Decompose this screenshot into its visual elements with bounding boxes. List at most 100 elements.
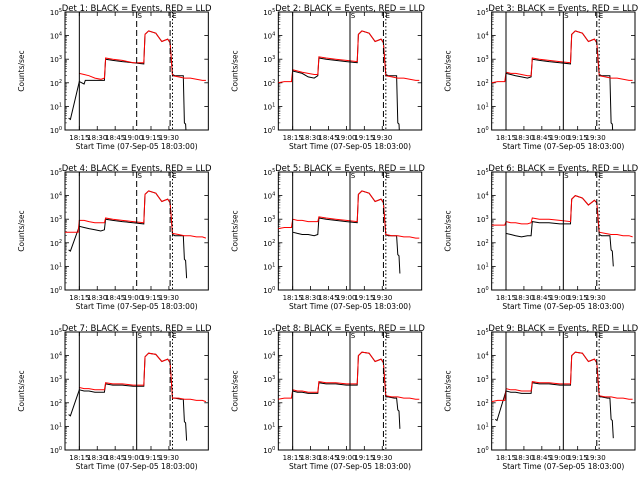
y-tick-label: 104 (477, 32, 489, 41)
x-axis-label: Start Time (07-Sep-05 18:03:00) (289, 462, 411, 471)
y-tick-label: 103 (477, 375, 489, 384)
x-tick-label: 19:15 (354, 454, 374, 462)
y-tick-label: 103 (50, 55, 62, 64)
x-tick-label: 18:30 (514, 134, 534, 142)
y-tick-label: 103 (50, 375, 62, 384)
x-axis-label: Start Time (07-Sep-05 18:03:00) (502, 302, 624, 311)
y-tick-label: 100 (477, 286, 489, 295)
x-tick-label: 18:30 (300, 454, 320, 462)
x-tick-label: 19:00 (550, 454, 570, 462)
y-tick-label: 101 (50, 422, 62, 431)
y-tick-label: 104 (263, 352, 275, 361)
chart-title: Det 8: BLACK = Events, RED = LLD (275, 324, 425, 334)
y-axis-label: Counts/sec (17, 370, 26, 411)
x-tick-label: 18:15 (69, 294, 89, 302)
x-tick-label: 18:15 (496, 294, 516, 302)
x-tick-label: 18:30 (87, 454, 107, 462)
y-axis-label: Counts/sec (17, 50, 26, 91)
x-tick-label: 19:30 (372, 454, 392, 462)
x-tick-label: 19:15 (568, 454, 588, 462)
interval-mark-label: E (172, 332, 176, 340)
lld-series-line (491, 351, 633, 403)
y-tick-label: 100 (50, 126, 62, 135)
x-tick-label: 18:45 (318, 294, 338, 302)
y-tick-label: 101 (50, 262, 62, 271)
x-tick-label: 19:00 (123, 294, 143, 302)
lld-series-line (79, 352, 207, 403)
x-tick-label: 18:15 (283, 454, 303, 462)
chart-title: Det 2: BLACK = Events, RED = LLD (275, 4, 425, 14)
x-tick-label: 19:30 (372, 294, 392, 302)
interval-mark-label: E (385, 172, 389, 180)
interval-mark-label: S (564, 12, 569, 20)
events-series-line (495, 351, 614, 439)
chart-title: Det 9: BLACK = Events, RED = LLD (488, 324, 638, 334)
y-tick-label: 100 (50, 286, 62, 295)
x-tick-label: 18:15 (283, 294, 303, 302)
y-tick-label: 105 (263, 8, 275, 17)
y-axis-label: Counts/sec (17, 210, 26, 251)
x-tick-label: 19:15 (568, 294, 588, 302)
y-tick-label: 105 (50, 168, 62, 177)
x-tick-label: 18:30 (514, 294, 534, 302)
x-tick-label: 19:15 (354, 134, 374, 142)
x-axis-label: Start Time (07-Sep-05 18:03:00) (76, 142, 198, 151)
chart-title: Det 4: BLACK = Events, RED = LLD (62, 164, 212, 174)
y-tick-label: 103 (263, 55, 275, 64)
chart-title: Det 6: BLACK = Events, RED = LLD (488, 164, 638, 174)
y-axis-label: Counts/sec (444, 50, 453, 91)
y-axis-label: Counts/sec (230, 50, 239, 91)
x-tick-label: 19:15 (141, 134, 161, 142)
x-tick-label: 19:00 (123, 454, 143, 462)
y-tick-label: 104 (263, 192, 275, 201)
x-axis-label: Start Time (07-Sep-05 18:03:00) (502, 142, 624, 151)
y-axis-label: Counts/sec (444, 370, 453, 411)
y-tick-label: 105 (50, 8, 62, 17)
lld-series-line (278, 190, 420, 239)
detector-panel: Det 2: BLACK = Events, RED = LLD 100 101 10… (230, 4, 425, 151)
y-tick-label: 102 (263, 399, 275, 408)
x-tick-label: 18:30 (300, 134, 320, 142)
x-tick-label: 18:45 (318, 454, 338, 462)
y-tick-label: 103 (263, 215, 275, 224)
lld-series-line (79, 30, 206, 81)
detector-panel: Det 3: BLACK = Events, RED = LLD 100 101 10… (444, 4, 639, 151)
y-tick-label: 100 (477, 126, 489, 135)
x-tick-label: 19:30 (585, 134, 605, 142)
y-tick-label: 103 (477, 55, 489, 64)
x-tick-label: 18:45 (105, 294, 125, 302)
y-tick-label: 102 (263, 239, 275, 248)
x-axis-label: Start Time (07-Sep-05 18:03:00) (76, 462, 198, 471)
x-tick-label: 18:30 (300, 294, 320, 302)
y-tick-label: 104 (50, 352, 62, 361)
chart-title: Det 3: BLACK = Events, RED = LLD (488, 4, 638, 14)
x-tick-label: 18:45 (532, 134, 552, 142)
x-axis-label: Start Time (07-Sep-05 18:03:00) (289, 142, 411, 151)
events-series-line (68, 190, 188, 279)
y-tick-label: 102 (50, 239, 62, 248)
y-tick-label: 104 (477, 352, 489, 361)
x-tick-label: 18:45 (105, 454, 125, 462)
interval-mark-label: S (137, 172, 142, 180)
detector-panel: Det 9: BLACK = Events, RED = LLD 100 101 10… (444, 324, 639, 471)
x-axis-label: Start Time (07-Sep-05 18:03:00) (502, 462, 624, 471)
x-tick-label: 18:15 (69, 134, 89, 142)
y-tick-label: 102 (50, 79, 62, 88)
y-tick-label: 100 (263, 446, 275, 455)
x-axis-label: Start Time (07-Sep-05 18:03:00) (76, 302, 198, 311)
interval-mark-label: S (351, 172, 356, 180)
lld-series-line (491, 195, 633, 238)
x-tick-label: 19:00 (550, 134, 570, 142)
x-tick-label: 18:30 (87, 134, 107, 142)
x-tick-label: 18:15 (283, 134, 303, 142)
events-series-line (68, 352, 188, 441)
y-tick-label: 100 (477, 446, 489, 455)
x-tick-label: 18:15 (69, 454, 89, 462)
y-tick-label: 105 (263, 168, 275, 177)
y-tick-label: 101 (477, 422, 489, 431)
y-tick-label: 100 (263, 126, 275, 135)
detector-panel: Det 7: BLACK = Events, RED = LLD 100 101 10… (17, 324, 212, 471)
x-tick-label: 19:30 (585, 294, 605, 302)
x-tick-label: 18:30 (514, 454, 534, 462)
y-tick-label: 105 (50, 328, 62, 337)
